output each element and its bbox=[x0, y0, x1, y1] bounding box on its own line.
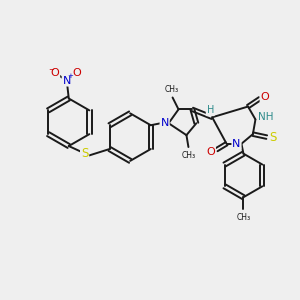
Text: O: O bbox=[206, 147, 215, 157]
Text: NH: NH bbox=[258, 112, 273, 122]
Text: +: + bbox=[67, 73, 73, 79]
Text: S: S bbox=[81, 148, 88, 160]
Text: CH₃: CH₃ bbox=[182, 151, 196, 160]
Text: N: N bbox=[232, 139, 241, 149]
Text: N: N bbox=[160, 118, 169, 128]
Text: O: O bbox=[50, 68, 59, 78]
Text: O: O bbox=[260, 92, 269, 102]
Text: O: O bbox=[72, 68, 81, 78]
Text: H: H bbox=[206, 105, 214, 116]
Text: CH₃: CH₃ bbox=[164, 85, 178, 94]
Text: N: N bbox=[63, 76, 71, 85]
Text: S: S bbox=[269, 130, 276, 144]
Text: CH₃: CH₃ bbox=[236, 213, 250, 222]
Text: −: − bbox=[48, 67, 54, 73]
